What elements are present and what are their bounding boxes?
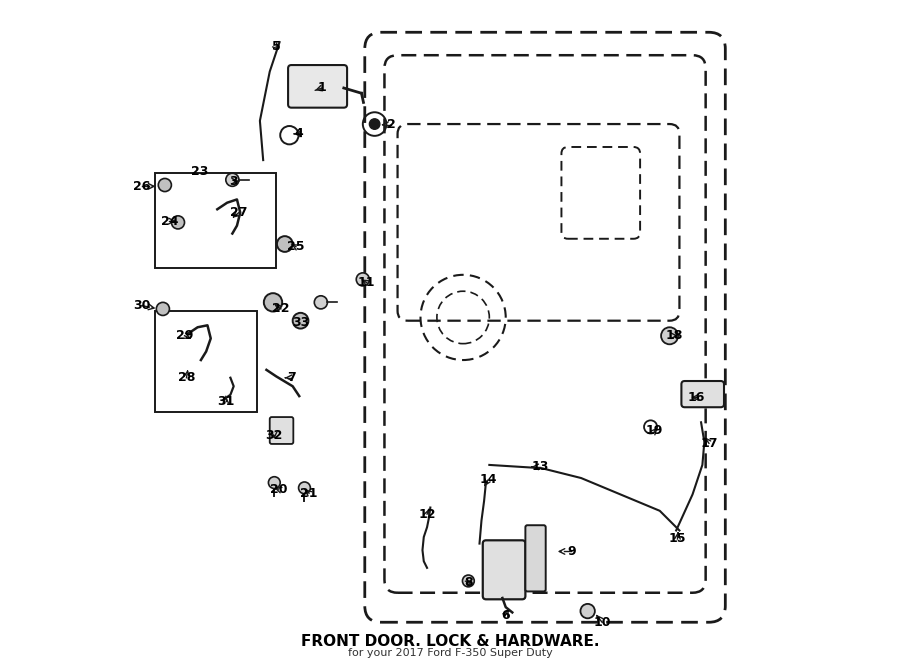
Text: 26: 26 [133, 180, 150, 193]
Text: 7: 7 [287, 371, 296, 384]
FancyBboxPatch shape [681, 381, 724, 407]
Text: 29: 29 [176, 329, 194, 342]
Circle shape [171, 216, 184, 229]
Text: 21: 21 [301, 487, 318, 500]
Text: 20: 20 [269, 483, 287, 496]
Text: 13: 13 [531, 460, 548, 473]
Text: 9: 9 [567, 545, 576, 558]
Text: 1: 1 [318, 81, 327, 95]
FancyBboxPatch shape [270, 417, 293, 444]
Text: 12: 12 [418, 508, 436, 520]
Circle shape [292, 313, 309, 328]
Circle shape [277, 236, 292, 252]
Text: 6: 6 [500, 609, 509, 622]
Text: 25: 25 [287, 240, 305, 253]
Text: 5: 5 [272, 40, 281, 53]
FancyBboxPatch shape [288, 65, 347, 108]
Circle shape [264, 293, 283, 312]
Text: 33: 33 [292, 316, 310, 329]
Text: for your 2017 Ford F-350 Super Duty: for your 2017 Ford F-350 Super Duty [347, 648, 553, 658]
Text: 23: 23 [191, 166, 208, 178]
Bar [155, 173, 276, 268]
Circle shape [662, 327, 678, 344]
Circle shape [463, 575, 474, 587]
Circle shape [268, 477, 280, 489]
Text: 14: 14 [480, 473, 497, 487]
Text: 4: 4 [295, 127, 303, 140]
Bar [155, 311, 256, 412]
Text: 31: 31 [217, 395, 235, 408]
Text: 17: 17 [700, 437, 717, 449]
Circle shape [157, 303, 169, 316]
Circle shape [369, 118, 380, 129]
Text: 28: 28 [178, 371, 195, 384]
Circle shape [580, 604, 595, 618]
Text: 32: 32 [266, 429, 283, 442]
Circle shape [356, 273, 369, 286]
Text: FRONT DOOR. LOCK & HARDWARE.: FRONT DOOR. LOCK & HARDWARE. [301, 634, 599, 649]
FancyBboxPatch shape [526, 525, 545, 591]
Text: 16: 16 [687, 391, 705, 404]
Text: 24: 24 [161, 214, 178, 228]
Text: 27: 27 [230, 206, 248, 219]
Text: 30: 30 [133, 299, 150, 312]
Circle shape [226, 173, 239, 186]
Circle shape [158, 179, 171, 191]
Text: 2: 2 [387, 118, 395, 131]
Text: 8: 8 [464, 577, 473, 589]
Text: 3: 3 [230, 175, 238, 187]
Text: 19: 19 [646, 424, 663, 438]
Text: 15: 15 [669, 532, 686, 545]
Circle shape [314, 296, 328, 309]
Text: 22: 22 [272, 303, 290, 315]
FancyBboxPatch shape [482, 540, 526, 599]
Text: 18: 18 [665, 329, 683, 342]
Circle shape [299, 482, 310, 494]
Text: 10: 10 [593, 616, 611, 629]
Text: 11: 11 [358, 276, 375, 289]
